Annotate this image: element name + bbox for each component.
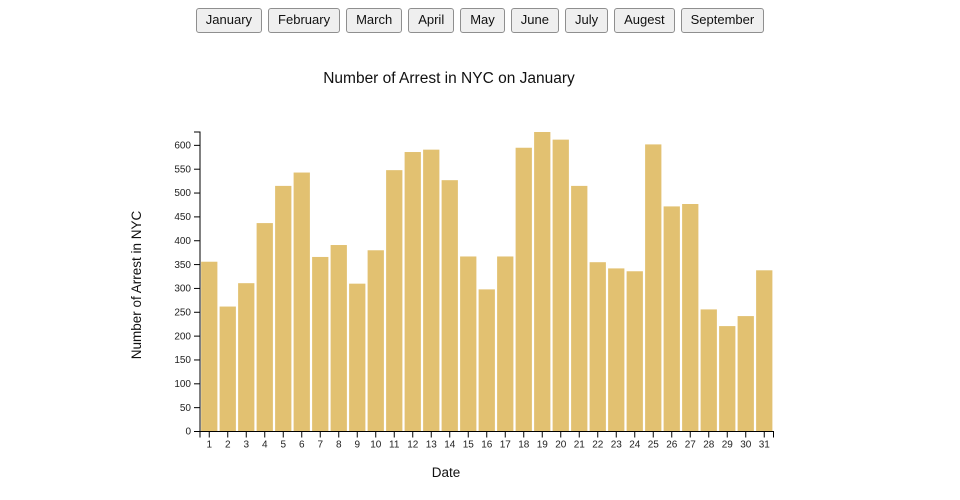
bar-day-18 <box>515 147 532 432</box>
x-tick-label-10: 10 <box>370 440 382 451</box>
arrests-bar-chart: Number of Arrest in NYC on January 0 50 10… <box>129 70 774 480</box>
month-button-augest[interactable]: Augest <box>614 8 675 33</box>
y-axis: 0 50 100 150 200 250 300 350 400 450 500 550 600 <box>174 131 201 438</box>
bar-day-29 <box>719 326 736 432</box>
y-tick-label-550: 550 <box>174 164 191 175</box>
y-tick-label-100: 100 <box>174 379 191 390</box>
x-tick-label-11: 11 <box>389 440 400 451</box>
bar-day-11 <box>386 170 403 432</box>
x-tick-label-27: 27 <box>685 440 697 451</box>
x-tick-label-1: 1 <box>206 440 212 451</box>
month-button-september[interactable]: September <box>680 8 765 33</box>
x-tick-label-7: 7 <box>317 440 323 451</box>
bar-day-8 <box>330 245 347 432</box>
x-tick-label-19: 19 <box>537 440 549 451</box>
x-tick-label-24: 24 <box>629 440 641 451</box>
bar-day-28 <box>700 309 717 432</box>
x-tick-label-18: 18 <box>518 440 530 451</box>
x-tick-label-8: 8 <box>336 440 342 451</box>
x-tick-label-4: 4 <box>262 440 268 451</box>
y-tick-label-300: 300 <box>174 284 191 295</box>
bar-day-4 <box>256 223 273 432</box>
x-tick-label-26: 26 <box>666 440 678 451</box>
bar-day-31 <box>756 270 773 432</box>
y-tick-label-150: 150 <box>174 355 191 366</box>
x-axis-label: Date <box>432 465 461 480</box>
x-tick-label-31: 31 <box>759 440 771 451</box>
bar-day-26 <box>663 206 680 432</box>
month-button-may[interactable]: May <box>460 8 505 33</box>
bar-day-2 <box>219 306 236 432</box>
y-tick-label-200: 200 <box>174 331 191 342</box>
bar-day-30 <box>737 316 754 432</box>
x-tick-label-30: 30 <box>740 440 752 451</box>
y-axis-label: Number of Arrest in NYC <box>129 210 144 359</box>
bar-day-19 <box>534 132 551 432</box>
y-tick-label-250: 250 <box>174 307 191 318</box>
x-tick-label-17: 17 <box>500 440 512 451</box>
bar-day-10 <box>367 250 384 432</box>
bar-day-24 <box>626 271 643 432</box>
x-tick-label-13: 13 <box>426 440 438 451</box>
x-tick-label-25: 25 <box>648 440 660 451</box>
month-toolbar: January February March April May June July Auge… <box>0 8 960 33</box>
month-button-july[interactable]: July <box>564 8 609 33</box>
x-tick-label-29: 29 <box>722 440 734 451</box>
month-button-june[interactable]: June <box>510 8 559 33</box>
bar-day-14 <box>441 180 458 432</box>
bar-day-23 <box>608 268 625 432</box>
month-button-april[interactable]: April <box>408 8 455 33</box>
y-tick-label-0: 0 <box>185 427 191 438</box>
y-tick-label-500: 500 <box>174 188 191 199</box>
x-tick-label-9: 9 <box>354 440 360 451</box>
x-tick-label-16: 16 <box>481 440 493 451</box>
x-tick-label-5: 5 <box>280 440 286 451</box>
bar-day-21 <box>571 185 588 432</box>
x-tick-label-20: 20 <box>555 440 567 451</box>
bar-day-15 <box>460 256 477 432</box>
chart-title: Number of Arrest in NYC on January <box>323 70 575 87</box>
y-tick-label-400: 400 <box>174 236 191 247</box>
bars-group <box>201 132 773 432</box>
bar-day-13 <box>423 149 440 432</box>
x-tick-label-6: 6 <box>299 440 305 451</box>
bar-day-12 <box>404 152 421 432</box>
y-tick-label-450: 450 <box>174 212 191 223</box>
x-tick-label-15: 15 <box>463 440 475 451</box>
month-button-march[interactable]: March <box>346 8 403 33</box>
x-tick-label-3: 3 <box>243 440 249 451</box>
y-tick-label-350: 350 <box>174 260 191 271</box>
month-button-january[interactable]: January <box>195 8 263 33</box>
x-axis: 1 2 3 4 5 6 7 8 9 10 11 12 13 14 15 16 17 18 19 20 21 22 23 24 2… <box>199 431 774 451</box>
bar-day-16 <box>478 289 495 432</box>
x-tick-label-23: 23 <box>611 440 623 451</box>
bar-day-22 <box>589 262 606 432</box>
x-tick-label-22: 22 <box>592 440 604 451</box>
bar-day-17 <box>497 256 514 432</box>
bar-day-5 <box>275 185 292 432</box>
x-tick-label-28: 28 <box>703 440 715 451</box>
x-tick-label-14: 14 <box>444 440 456 451</box>
x-tick-label-21: 21 <box>574 440 586 451</box>
y-tick-label-50: 50 <box>180 403 192 414</box>
bar-day-27 <box>682 204 699 432</box>
bar-day-3 <box>238 283 255 432</box>
y-tick-label-600: 600 <box>174 141 191 152</box>
bar-day-7 <box>312 256 329 432</box>
month-button-february[interactable]: February <box>268 8 341 33</box>
bar-day-1 <box>201 261 218 432</box>
bar-day-9 <box>349 283 366 432</box>
x-tick-label-2: 2 <box>225 440 231 451</box>
bar-day-20 <box>552 139 569 432</box>
x-tick-label-12: 12 <box>407 440 419 451</box>
bar-day-25 <box>645 144 662 432</box>
bar-day-6 <box>293 172 310 432</box>
